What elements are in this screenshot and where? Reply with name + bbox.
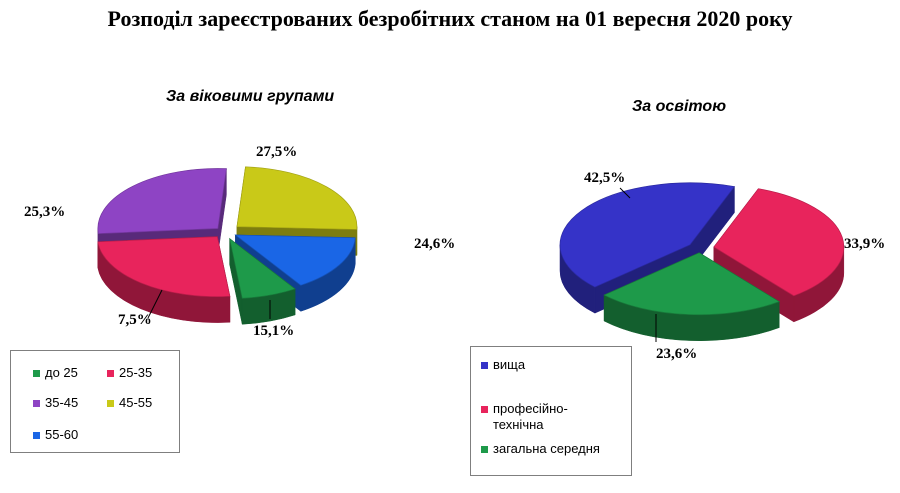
page-title: Розподіл зареєстрованих безробітних стан… [107,6,793,31]
leader-line [619,187,631,199]
pie-slice-top-загальна середня [603,252,780,316]
legend-swatch [107,370,114,377]
data-label: 7,5% [118,312,152,328]
education-chart-title: За освітою [632,98,727,115]
pie-slice-top-35-45 [97,168,227,234]
data-label: 42,5% [584,170,625,186]
legend-swatch [107,400,114,407]
pie-slice-top-45-55 [236,166,358,230]
age-chart-title: За віковими групами [166,88,335,105]
age-legend: до 25 25-35 35-45 45-55 55-60 [10,350,180,453]
legend-label: вища [493,357,526,372]
data-label: 15,1% [253,323,294,339]
legend-item-vyshcha: вища [481,357,525,373]
legend-swatch [481,362,488,369]
data-label: 33,9% [844,236,885,252]
legend-swatch [33,400,40,407]
education-legend: вища професійно- технічна загальна серед… [470,346,632,476]
legend-item-do-25: до 25 [33,365,78,381]
data-label: 25,3% [24,204,65,220]
legend-label: до 25 [45,365,78,380]
legend-label: 35-45 [45,395,79,410]
pie-slice-top-до 25 [229,237,296,299]
legend-item-45-55: 45-55 [107,395,152,411]
pie-labels: 42,5% 33,9% 23,6% [584,170,885,362]
data-label: 24,6% [414,236,455,252]
legend-swatch [33,432,40,439]
pie-slice-top-вища [559,182,736,288]
data-label: 23,6% [656,346,697,362]
legend-item-55-60: 55-60 [33,427,78,443]
pie-slice-top-25-35 [97,236,231,297]
legend-label: професійно- технічна [493,401,568,432]
pie-slices [97,166,358,325]
data-label: 27,5% [256,144,297,160]
legend-label: загальна середня [493,441,600,456]
legend-label: 25-35 [119,365,153,380]
pie-slices [559,182,845,341]
leader-line [147,289,163,319]
legend-swatch [33,370,40,377]
legend-label: 55-60 [45,427,79,442]
pie-slice-top-професійно-технічна [713,188,845,297]
legend-item-zahalna-serednia: загальна середня [481,441,600,457]
pie-labels: 7,5% 25,3% 27,5% 24,6% 15,1% [24,144,455,339]
legend-swatch [481,446,488,453]
pie-slice-top-55-60 [234,234,356,286]
legend-swatch [481,406,488,413]
legend-item-profesiino-tekhnichna: професійно- технічна [481,401,568,433]
legend-item-35-45: 35-45 [33,395,78,411]
legend-label: 45-55 [119,395,153,410]
legend-item-25-35: 25-35 [107,365,152,381]
